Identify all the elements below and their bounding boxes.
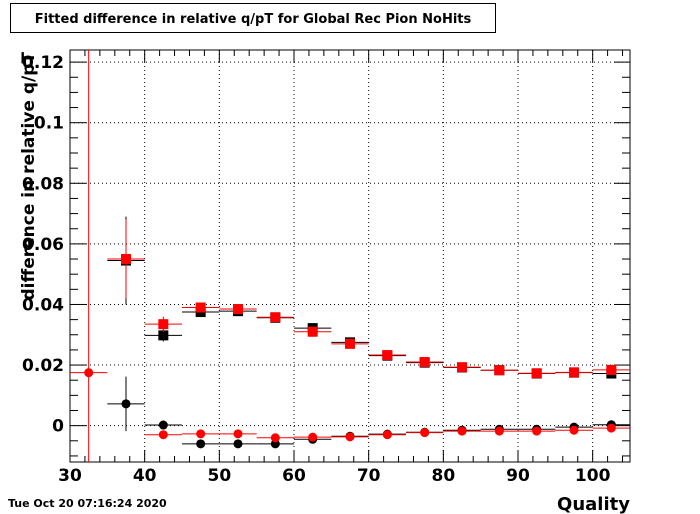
timestamp: Tue Oct 20 07:16:24 2020	[8, 497, 167, 510]
y-tick-label: 0.12	[22, 53, 64, 73]
data-point	[84, 368, 94, 378]
data-point	[270, 433, 280, 443]
data-point	[233, 439, 243, 449]
data-point	[233, 429, 243, 439]
x-tick-label: 30	[58, 466, 82, 486]
data-point	[270, 312, 281, 323]
data-point	[382, 350, 393, 361]
data-point	[308, 432, 318, 442]
x-tick-label: 50	[207, 466, 231, 486]
data-point	[457, 426, 467, 436]
data-point	[420, 428, 430, 438]
x-axis-label: Quality	[557, 494, 630, 514]
data-point	[233, 304, 243, 315]
data-point	[345, 338, 355, 349]
y-tick-label: 0	[52, 417, 64, 437]
y-tick-label: 0.06	[22, 235, 64, 255]
plot-area	[70, 50, 630, 462]
y-tick-label: 0.02	[22, 356, 64, 376]
x-tick-label: 80	[431, 466, 455, 486]
x-tick-label: 70	[357, 466, 381, 486]
data-point	[345, 432, 355, 442]
data-point	[531, 368, 542, 379]
x-tick-label: 60	[282, 466, 306, 486]
title-box: Fitted difference in relative q/pT for G…	[10, 3, 496, 33]
data-point	[569, 425, 579, 435]
data-point	[419, 357, 430, 368]
data-point	[606, 364, 617, 375]
data-point	[494, 426, 504, 436]
y-tick-label: 0.1	[34, 114, 64, 134]
data-point	[569, 367, 579, 378]
data-point	[121, 399, 131, 409]
data-point	[196, 439, 206, 449]
chart-title: Fitted difference in relative q/pT for G…	[34, 12, 472, 27]
data-point	[606, 423, 616, 433]
plot-frame	[69, 49, 631, 463]
data-point	[382, 430, 392, 440]
y-tick-label: 0.08	[22, 174, 64, 194]
data-point	[121, 254, 131, 265]
data-point	[196, 429, 206, 439]
y-tick-label: 0.04	[22, 295, 64, 315]
data-point	[494, 365, 505, 376]
data-point	[158, 430, 168, 440]
series-4	[70, 368, 630, 443]
data-point	[158, 319, 169, 330]
data-point	[195, 302, 206, 313]
data-point	[307, 326, 318, 337]
x-tick-label: 40	[133, 466, 157, 486]
data-point	[457, 362, 467, 373]
x-tick-label: 90	[506, 466, 530, 486]
grid	[70, 50, 630, 462]
y-axis-label: difference in relative q/pT	[19, 52, 39, 301]
data-point	[532, 426, 542, 436]
x-tick-label: 100	[575, 466, 611, 486]
series-2	[107, 219, 630, 379]
data-point	[158, 330, 169, 341]
data-point	[158, 420, 168, 430]
